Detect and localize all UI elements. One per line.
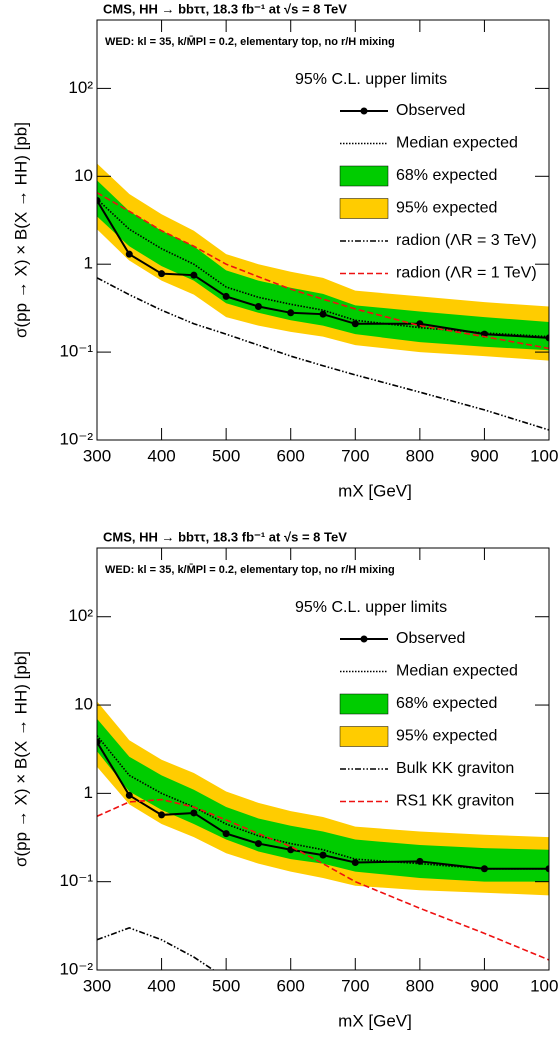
y-tick-label: 10: [74, 166, 93, 185]
legend-swatch: [339, 165, 389, 187]
legend-marker: [360, 635, 368, 643]
y-tick-label: 10⁻¹: [59, 342, 93, 361]
x-tick-label: 300: [83, 446, 111, 465]
x-tick-label: 700: [341, 446, 369, 465]
line: [97, 735, 549, 870]
plot-frame: [96, 19, 550, 441]
subtitle: WED: kl = 35, k/M̄Pl = 0.2, elementary t…: [105, 36, 395, 48]
y-tick-label: 10⁻¹: [59, 871, 93, 890]
y-tick-label: 1: [84, 783, 93, 802]
line: [97, 200, 549, 339]
x-tick-label: 1000: [530, 446, 559, 465]
x-tick-label: 300: [83, 976, 111, 995]
x-tick-label: 900: [470, 446, 498, 465]
marker: [287, 309, 295, 317]
x-tick-label: 700: [341, 976, 369, 995]
marker: [319, 310, 327, 318]
y-tick-label: 1: [84, 254, 93, 273]
marker: [222, 830, 230, 838]
marker: [254, 303, 262, 311]
legend-label: RS1 KK graviton: [396, 793, 514, 810]
legend-marker: [360, 107, 368, 115]
marker: [125, 791, 133, 799]
line: [97, 798, 549, 961]
marker: [351, 320, 359, 328]
x-tick-label: 600: [277, 976, 305, 995]
marker: [158, 270, 166, 278]
legend-label: 95% expected: [396, 728, 497, 745]
legend-swatch: [339, 198, 389, 219]
plot-area: [97, 163, 549, 431]
legend-swatch: [339, 726, 389, 747]
legend-label: 95% expected: [396, 200, 497, 217]
legend-label: Bulk KK graviton: [396, 760, 514, 777]
line: [97, 198, 549, 338]
chart-title: CMS, HH → bbττ, 18.3 fb⁻¹ at √s = 8 TeV: [103, 1, 347, 16]
legend-label: 68% expected: [396, 695, 497, 712]
marker: [190, 809, 198, 817]
marker: [319, 851, 327, 859]
x-tick-label: 800: [406, 976, 434, 995]
chart: 300 400 500 600 700 800 900 1000 10⁻² 10⁻¹ 1 10 10² C…: [11, 529, 559, 1030]
line: [97, 192, 549, 350]
y-tick-label: 10²: [68, 606, 93, 625]
line: [97, 277, 549, 431]
marker: [351, 858, 359, 866]
legend-label: 68% expected: [396, 167, 497, 184]
legend-label: Observed: [396, 630, 465, 647]
legend-title: 95% C.L. upper limits: [295, 71, 447, 88]
band: [97, 718, 549, 882]
line: [97, 741, 549, 870]
legend-label: Observed: [396, 102, 465, 119]
marker: [254, 840, 262, 848]
chart: 300 400 500 600 700 800 900 1000 10⁻² 10⁻¹ 1 10 10² C…: [11, 1, 559, 500]
marker: [97, 738, 101, 746]
y-tick-label: 10: [74, 695, 93, 714]
x-tick-label: 800: [406, 446, 434, 465]
legend-swatch: [339, 693, 389, 715]
plot-frame: [96, 547, 550, 971]
legend-label: radion (ΛR = 1 TeV): [396, 265, 537, 282]
x-tick-label: 500: [212, 446, 240, 465]
legend-title: 95% C.L. upper limits: [295, 599, 447, 616]
y-tick-label: 10²: [68, 78, 93, 97]
x-tick-label: 500: [212, 976, 240, 995]
y-axis-label: σ(pp → X) × B(X → HH) [pb]: [11, 122, 30, 338]
x-tick-label: 1000: [530, 976, 559, 995]
chart-title: CMS, HH → bbττ, 18.3 fb⁻¹ at √s = 8 TeV: [103, 529, 347, 544]
y-tick-label: 10⁻²: [59, 429, 93, 448]
legend-label: radion (ΛR = 3 TeV): [396, 232, 537, 249]
x-tick-label: 600: [277, 446, 305, 465]
x-tick-label: 400: [147, 976, 175, 995]
line: [97, 927, 215, 970]
band: [97, 163, 549, 361]
y-tick-label: 10⁻²: [59, 959, 93, 978]
x-tick-label: 400: [147, 446, 175, 465]
x-axis-label: mX [GeV]: [338, 1011, 412, 1030]
marker: [125, 250, 133, 258]
marker: [190, 271, 198, 279]
marker: [158, 811, 166, 819]
x-tick-label: 900: [470, 976, 498, 995]
legend-label: Median expected: [396, 135, 518, 152]
subtitle: WED: kl = 35, k/M̄Pl = 0.2, elementary t…: [105, 564, 395, 576]
x-axis-label: mX [GeV]: [338, 481, 412, 500]
y-axis-label: σ(pp → X) × B(X → HH) [pb]: [11, 651, 30, 867]
legend-label: Median expected: [396, 663, 518, 680]
plot-area: [97, 701, 549, 970]
marker: [222, 292, 230, 300]
